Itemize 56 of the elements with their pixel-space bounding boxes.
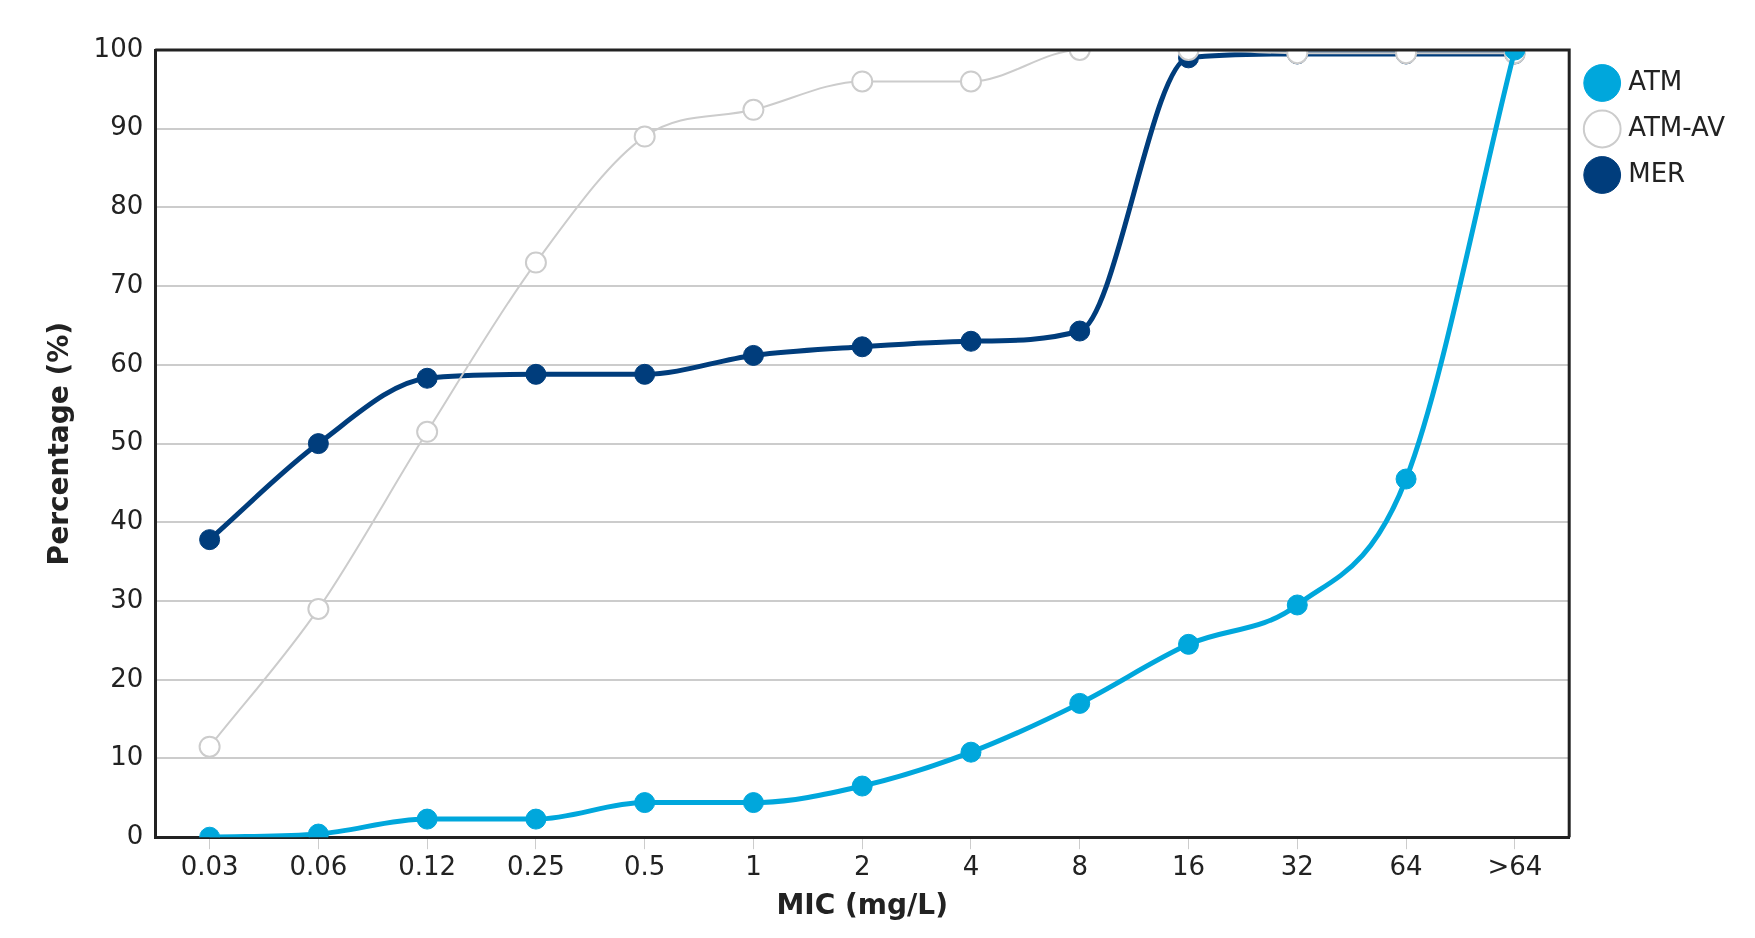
point: [199, 529, 221, 551]
point: [307, 597, 330, 620]
point: [1286, 594, 1308, 616]
point: [1069, 692, 1091, 714]
point: [633, 125, 656, 148]
point: [416, 420, 439, 443]
point: [198, 735, 221, 758]
legend-label: ATM-AV: [1628, 111, 1726, 142]
y-tick-label: 20: [110, 662, 144, 693]
x-tick-label: 0.25: [506, 850, 565, 881]
y-tick-label: 0: [126, 819, 144, 850]
y-tick-label: 40: [110, 505, 144, 536]
x-tick-label: 0.06: [289, 850, 348, 881]
legend-label: MER: [1628, 157, 1686, 188]
point: [525, 808, 547, 830]
x-tick-label: 8: [1071, 850, 1089, 881]
x-tick-label: 0.12: [398, 850, 457, 881]
y-axis-title: Percentage (%): [42, 321, 76, 566]
x-tick-label: 0.5: [624, 850, 666, 881]
point: [525, 363, 547, 385]
point: [742, 792, 764, 814]
point: [851, 775, 873, 797]
point: [634, 363, 656, 385]
x-tick-label: 4: [962, 850, 980, 881]
point: [416, 808, 438, 830]
point: [851, 70, 874, 93]
point: [742, 98, 765, 121]
point: [960, 741, 982, 763]
point: [307, 433, 329, 455]
point: [851, 336, 873, 358]
point: [742, 344, 764, 366]
y-tick-label: 70: [110, 268, 144, 299]
y-tick-label: 100: [93, 32, 144, 63]
point: [1395, 468, 1417, 490]
x-tick-label: 64: [1389, 850, 1423, 881]
x-axis-title: MIC (mg/L): [776, 888, 948, 922]
point: [1069, 320, 1091, 342]
point: [634, 792, 656, 814]
x-tick-label: 2: [853, 850, 871, 881]
x-tick-label: >64: [1487, 850, 1543, 881]
legend-label: ATM: [1628, 65, 1683, 96]
x-tick-label: 0.03: [180, 850, 239, 881]
point: [960, 330, 982, 352]
x-tick-label: 32: [1280, 850, 1314, 881]
y-tick-label: 50: [110, 426, 144, 457]
point: [416, 367, 438, 389]
y-tick-label: 90: [110, 111, 144, 142]
y-tick-label: 80: [110, 190, 144, 221]
x-tick-label: 16: [1171, 850, 1206, 881]
y-tick-label: 30: [110, 583, 144, 614]
point: [1178, 633, 1200, 655]
x-tick-label: 1: [745, 850, 762, 881]
point: [959, 70, 982, 93]
y-tick-label: 60: [110, 347, 144, 378]
point: [524, 251, 547, 274]
y-tick-label: 10: [110, 741, 144, 772]
